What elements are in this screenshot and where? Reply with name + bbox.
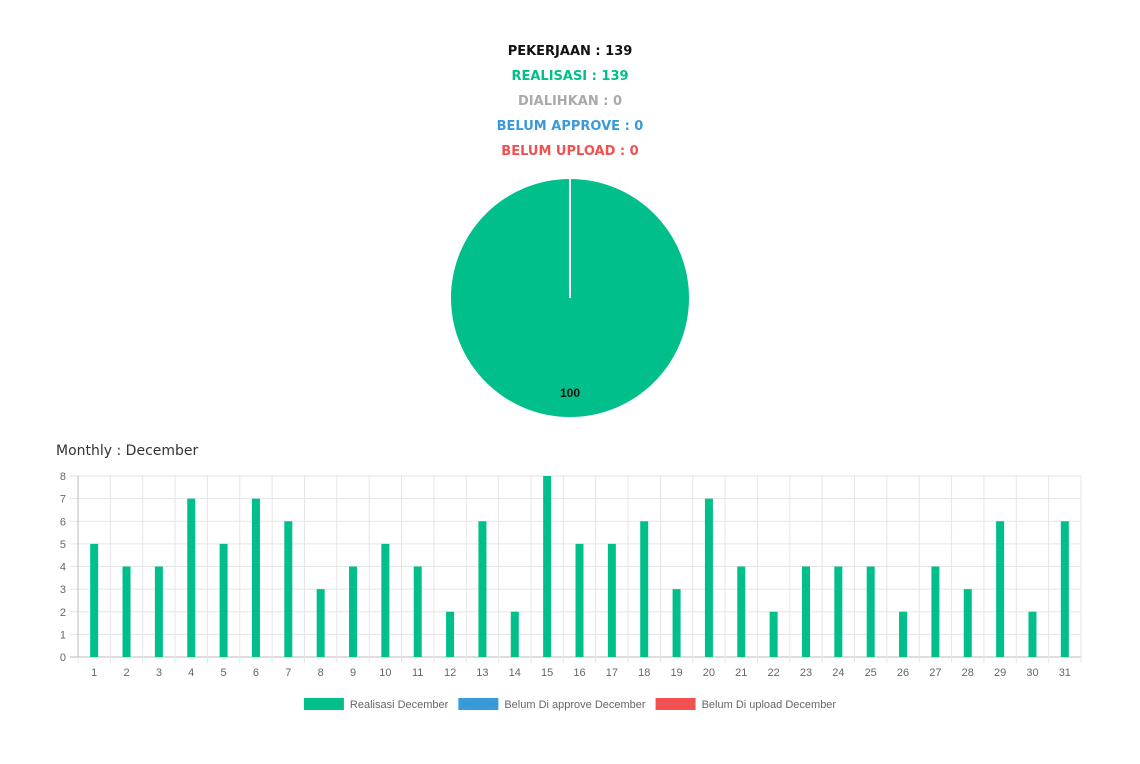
x-tick-label: 19 (670, 667, 682, 679)
x-tick-label: 3 (156, 667, 162, 679)
bar-realisasi-december-16[interactable] (575, 543, 584, 657)
x-tick-label: 8 (318, 667, 324, 679)
bar-realisasi-december-26[interactable] (899, 611, 908, 657)
bar-realisasi-december-24[interactable] (834, 566, 843, 658)
y-tick-label: 5 (60, 539, 66, 551)
bar-realisasi-december-29[interactable] (996, 521, 1005, 657)
belum-upload-count: BELUM UPLOAD : 0 (501, 144, 639, 159)
bar-realisasi-december-28[interactable] (963, 589, 972, 657)
legend-item-realisasi-december[interactable]: Realisasi December (303, 698, 449, 711)
x-tick-label: 7 (285, 667, 291, 679)
bar-realisasi-december-8[interactable] (316, 589, 325, 657)
pie-chart[interactable]: 100 (440, 170, 700, 430)
legend-item-belum-di-approve-december[interactable]: Belum Di approve December (458, 698, 646, 711)
y-tick-label: 4 (60, 562, 66, 574)
y-tick-label: 6 (60, 516, 66, 528)
bar-realisasi-december-4[interactable] (187, 498, 196, 657)
x-tick-label: 28 (962, 667, 974, 679)
bar-realisasi-december-12[interactable] (446, 611, 455, 657)
x-tick-label: 17 (606, 667, 618, 679)
pie-chart-container: 100 (440, 170, 700, 430)
x-tick-label: 10 (379, 667, 391, 679)
x-tick-label: 1 (91, 667, 97, 679)
bar-realisasi-december-2[interactable] (122, 566, 131, 658)
x-tick-label: 22 (768, 667, 780, 679)
bar-realisasi-december-13[interactable] (478, 521, 487, 657)
x-tick-label: 11 (412, 667, 423, 679)
y-tick-label: 1 (60, 629, 66, 641)
bar-realisasi-december-10[interactable] (381, 543, 390, 657)
x-tick-label: 21 (735, 667, 747, 679)
bar-realisasi-december-14[interactable] (510, 611, 519, 657)
pie-slice-value-label: 100 (560, 386, 580, 400)
bar-realisasi-december-20[interactable] (704, 498, 713, 657)
bar-realisasi-december-1[interactable] (90, 543, 99, 657)
x-tick-label: 20 (703, 667, 715, 679)
x-tick-label: 29 (994, 667, 1006, 679)
bar-realisasi-december-15[interactable] (543, 476, 552, 657)
legend-swatch (458, 698, 499, 710)
bar-realisasi-december-23[interactable] (801, 566, 810, 658)
x-tick-label: 30 (1026, 667, 1038, 679)
bar-realisasi-december-21[interactable] (737, 566, 746, 658)
bar-realisasi-december-11[interactable] (413, 566, 422, 658)
y-tick-label: 7 (60, 494, 66, 506)
x-tick-label: 14 (509, 667, 521, 679)
bar-realisasi-december-30[interactable] (1028, 611, 1037, 657)
y-tick-label: 3 (60, 584, 66, 596)
y-tick-label: 2 (60, 607, 66, 619)
bar-realisasi-december-31[interactable] (1060, 521, 1069, 657)
bar-realisasi-december-19[interactable] (672, 589, 681, 657)
x-tick-label: 16 (573, 667, 585, 679)
bar-realisasi-december-25[interactable] (866, 566, 875, 658)
x-tick-label: 6 (253, 667, 259, 679)
x-tick-label: 2 (123, 667, 129, 679)
bar-realisasi-december-3[interactable] (154, 566, 163, 658)
bar-realisasi-december-17[interactable] (607, 543, 616, 657)
legend-label: Realisasi December (350, 699, 449, 711)
y-tick-label: 8 (60, 471, 66, 483)
bar-realisasi-december-7[interactable] (284, 521, 293, 657)
y-tick-label: 0 (60, 652, 66, 664)
x-tick-label: 25 (865, 667, 877, 679)
x-tick-label: 13 (476, 667, 488, 679)
x-tick-label: 18 (638, 667, 650, 679)
x-tick-label: 9 (350, 667, 356, 679)
x-tick-label: 15 (541, 667, 553, 679)
x-tick-label: 12 (444, 667, 456, 679)
legend-swatch (655, 698, 696, 710)
bar-realisasi-december-5[interactable] (219, 543, 228, 657)
bar-realisasi-december-22[interactable] (769, 611, 778, 657)
bar-realisasi-december-18[interactable] (640, 521, 649, 657)
realisasi-count: REALISASI : 139 (511, 69, 629, 84)
bar-chart-container: 0 1 2 3 4 5 6 7 8 1 2 3 4 5 6 7 8 9 10 11 12 13 14 15 16 17 18 19 20… (40, 462, 1100, 722)
x-tick-label: 23 (800, 667, 812, 679)
legend-item-belum-di-upload-december[interactable]: Belum Di upload December (655, 698, 837, 711)
monthly-chart-title: Monthly : December (56, 443, 199, 459)
legend-swatch (303, 698, 344, 710)
bar-realisasi-december-6[interactable] (251, 498, 260, 657)
x-tick-label: 5 (221, 667, 227, 679)
x-tick-label: 26 (897, 667, 909, 679)
x-tick-label: 27 (929, 667, 941, 679)
belum-approve-count: BELUM APPROVE : 0 (496, 119, 644, 134)
x-tick-label: 24 (832, 667, 844, 679)
pekerjaan-count: PEKERJAAN : 139 (507, 44, 633, 59)
dialihkan-count: DIALIHKAN : 0 (518, 94, 622, 109)
legend-label: Belum Di upload December (702, 699, 837, 711)
x-tick-label: 31 (1059, 667, 1071, 679)
x-tick-label: 4 (188, 667, 194, 679)
bar-realisasi-december-27[interactable] (931, 566, 940, 658)
bar-realisasi-december-9[interactable] (349, 566, 358, 658)
legend-label: Belum Di approve December (504, 699, 646, 711)
